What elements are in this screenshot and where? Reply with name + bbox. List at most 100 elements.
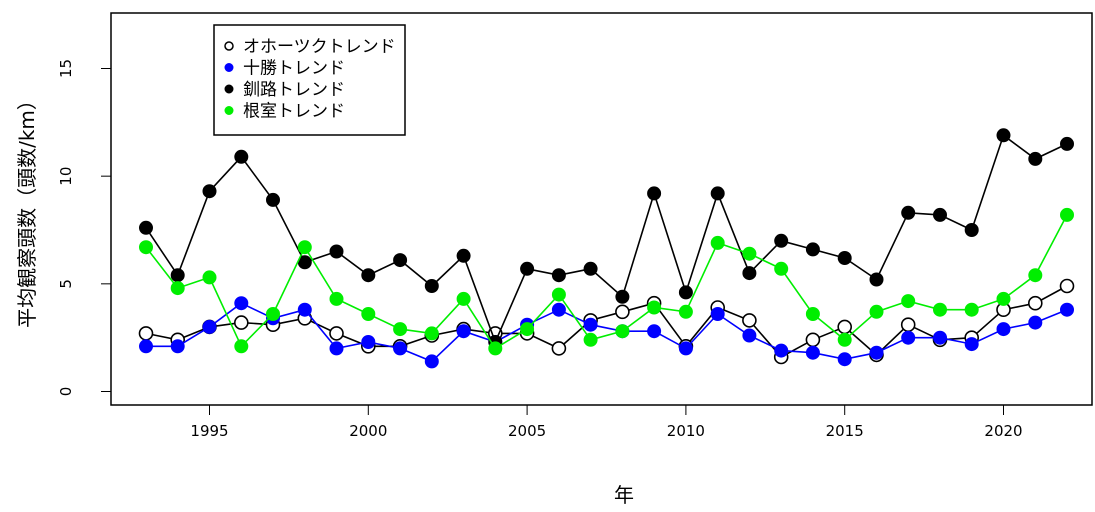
- data-point: [329, 244, 344, 259]
- data-point: [710, 186, 725, 201]
- data-point: [933, 207, 947, 222]
- data-point: [234, 149, 249, 164]
- data-point: [678, 304, 693, 319]
- data-point: [710, 235, 725, 250]
- data-point: [1059, 278, 1075, 294]
- y-axis: 0 5 10 15: [57, 59, 112, 396]
- x-tick-label: 2000: [349, 422, 387, 440]
- data-point: [361, 335, 376, 349]
- data-point: [551, 302, 566, 317]
- data-point: [266, 192, 280, 207]
- data-point: [837, 332, 852, 347]
- legend-label: 十勝トレンド: [243, 59, 345, 79]
- data-point: [742, 246, 757, 261]
- data-point: [647, 324, 662, 339]
- legend-label: オホーツクトレンド: [243, 37, 396, 57]
- data-point: [742, 313, 757, 328]
- data-point: [869, 304, 884, 319]
- data-point: [520, 322, 535, 337]
- data-point: [1060, 302, 1074, 317]
- data-point: [933, 330, 947, 345]
- data-point: [837, 251, 852, 265]
- data-point: [170, 268, 185, 283]
- data-point: [964, 223, 979, 237]
- y-tick-label: 15: [57, 59, 75, 78]
- x-tick-label: 2005: [508, 422, 546, 440]
- data-point: [234, 339, 249, 354]
- data-point: [996, 291, 1011, 306]
- data-point: [1028, 295, 1043, 311]
- data-point: [647, 300, 662, 315]
- data-point: [202, 184, 217, 199]
- data-point: [361, 307, 376, 321]
- data-point: [456, 291, 471, 306]
- data-point: [615, 304, 630, 320]
- legend-marker: [224, 41, 234, 51]
- data-point: [869, 272, 884, 287]
- data-point: [615, 324, 630, 339]
- data-point: [805, 332, 821, 348]
- data-point: [551, 341, 567, 356]
- data-point: [202, 270, 217, 285]
- series-line: [146, 302, 1068, 363]
- data-point: [234, 296, 249, 311]
- data-point: [456, 248, 471, 263]
- data-point: [170, 339, 185, 354]
- data-point: [774, 261, 789, 276]
- data-point: [933, 302, 947, 317]
- data-point: [139, 339, 153, 354]
- data-point: [551, 268, 566, 283]
- y-tick-label: 5: [57, 279, 75, 289]
- data-point: [329, 341, 344, 356]
- x-tick-label: 2020: [984, 422, 1022, 440]
- legend-label: 根室トレンド: [243, 102, 345, 122]
- data-point: [837, 319, 853, 335]
- data-point: [869, 345, 884, 360]
- data-point: [551, 287, 566, 302]
- data-point: [329, 326, 344, 341]
- data-point: [520, 261, 535, 276]
- data-point: [805, 345, 820, 360]
- x-tick-label: 1995: [190, 422, 228, 440]
- data-point: [329, 291, 344, 306]
- data-point: [393, 341, 408, 356]
- legend-marker: [224, 106, 234, 115]
- series-line: [145, 134, 1068, 345]
- data-point: [266, 307, 280, 321]
- data-point: [901, 205, 916, 220]
- data-point: [297, 240, 312, 255]
- data-point: [710, 307, 725, 321]
- data-point: [742, 328, 757, 343]
- data-point: [139, 220, 153, 235]
- series-layer: [138, 128, 1075, 369]
- data-point: [1028, 268, 1043, 283]
- y-tick-label: 10: [57, 167, 75, 186]
- data-point: [488, 341, 503, 356]
- data-point: [774, 233, 789, 248]
- data-point: [138, 326, 154, 341]
- data-point: [805, 242, 820, 257]
- data-point: [1028, 315, 1043, 330]
- data-point: [424, 326, 439, 341]
- data-point: [424, 279, 439, 293]
- data-point: [774, 343, 789, 358]
- data-point: [393, 322, 408, 337]
- y-axis-title: 平均観察頭数（頭数/km）: [15, 90, 39, 328]
- data-point: [996, 128, 1011, 143]
- data-point: [900, 317, 916, 333]
- data-point: [456, 324, 471, 339]
- data-point: [964, 302, 979, 317]
- x-axis-title: 年: [614, 483, 634, 507]
- data-point: [393, 253, 408, 268]
- data-point: [996, 322, 1011, 337]
- data-point: [678, 285, 693, 300]
- data-point: [1060, 136, 1074, 151]
- data-point: [901, 330, 916, 345]
- data-point: [583, 332, 598, 347]
- data-point: [837, 352, 852, 367]
- data-point: [742, 266, 757, 281]
- data-point: [964, 337, 979, 352]
- data-point: [583, 317, 598, 332]
